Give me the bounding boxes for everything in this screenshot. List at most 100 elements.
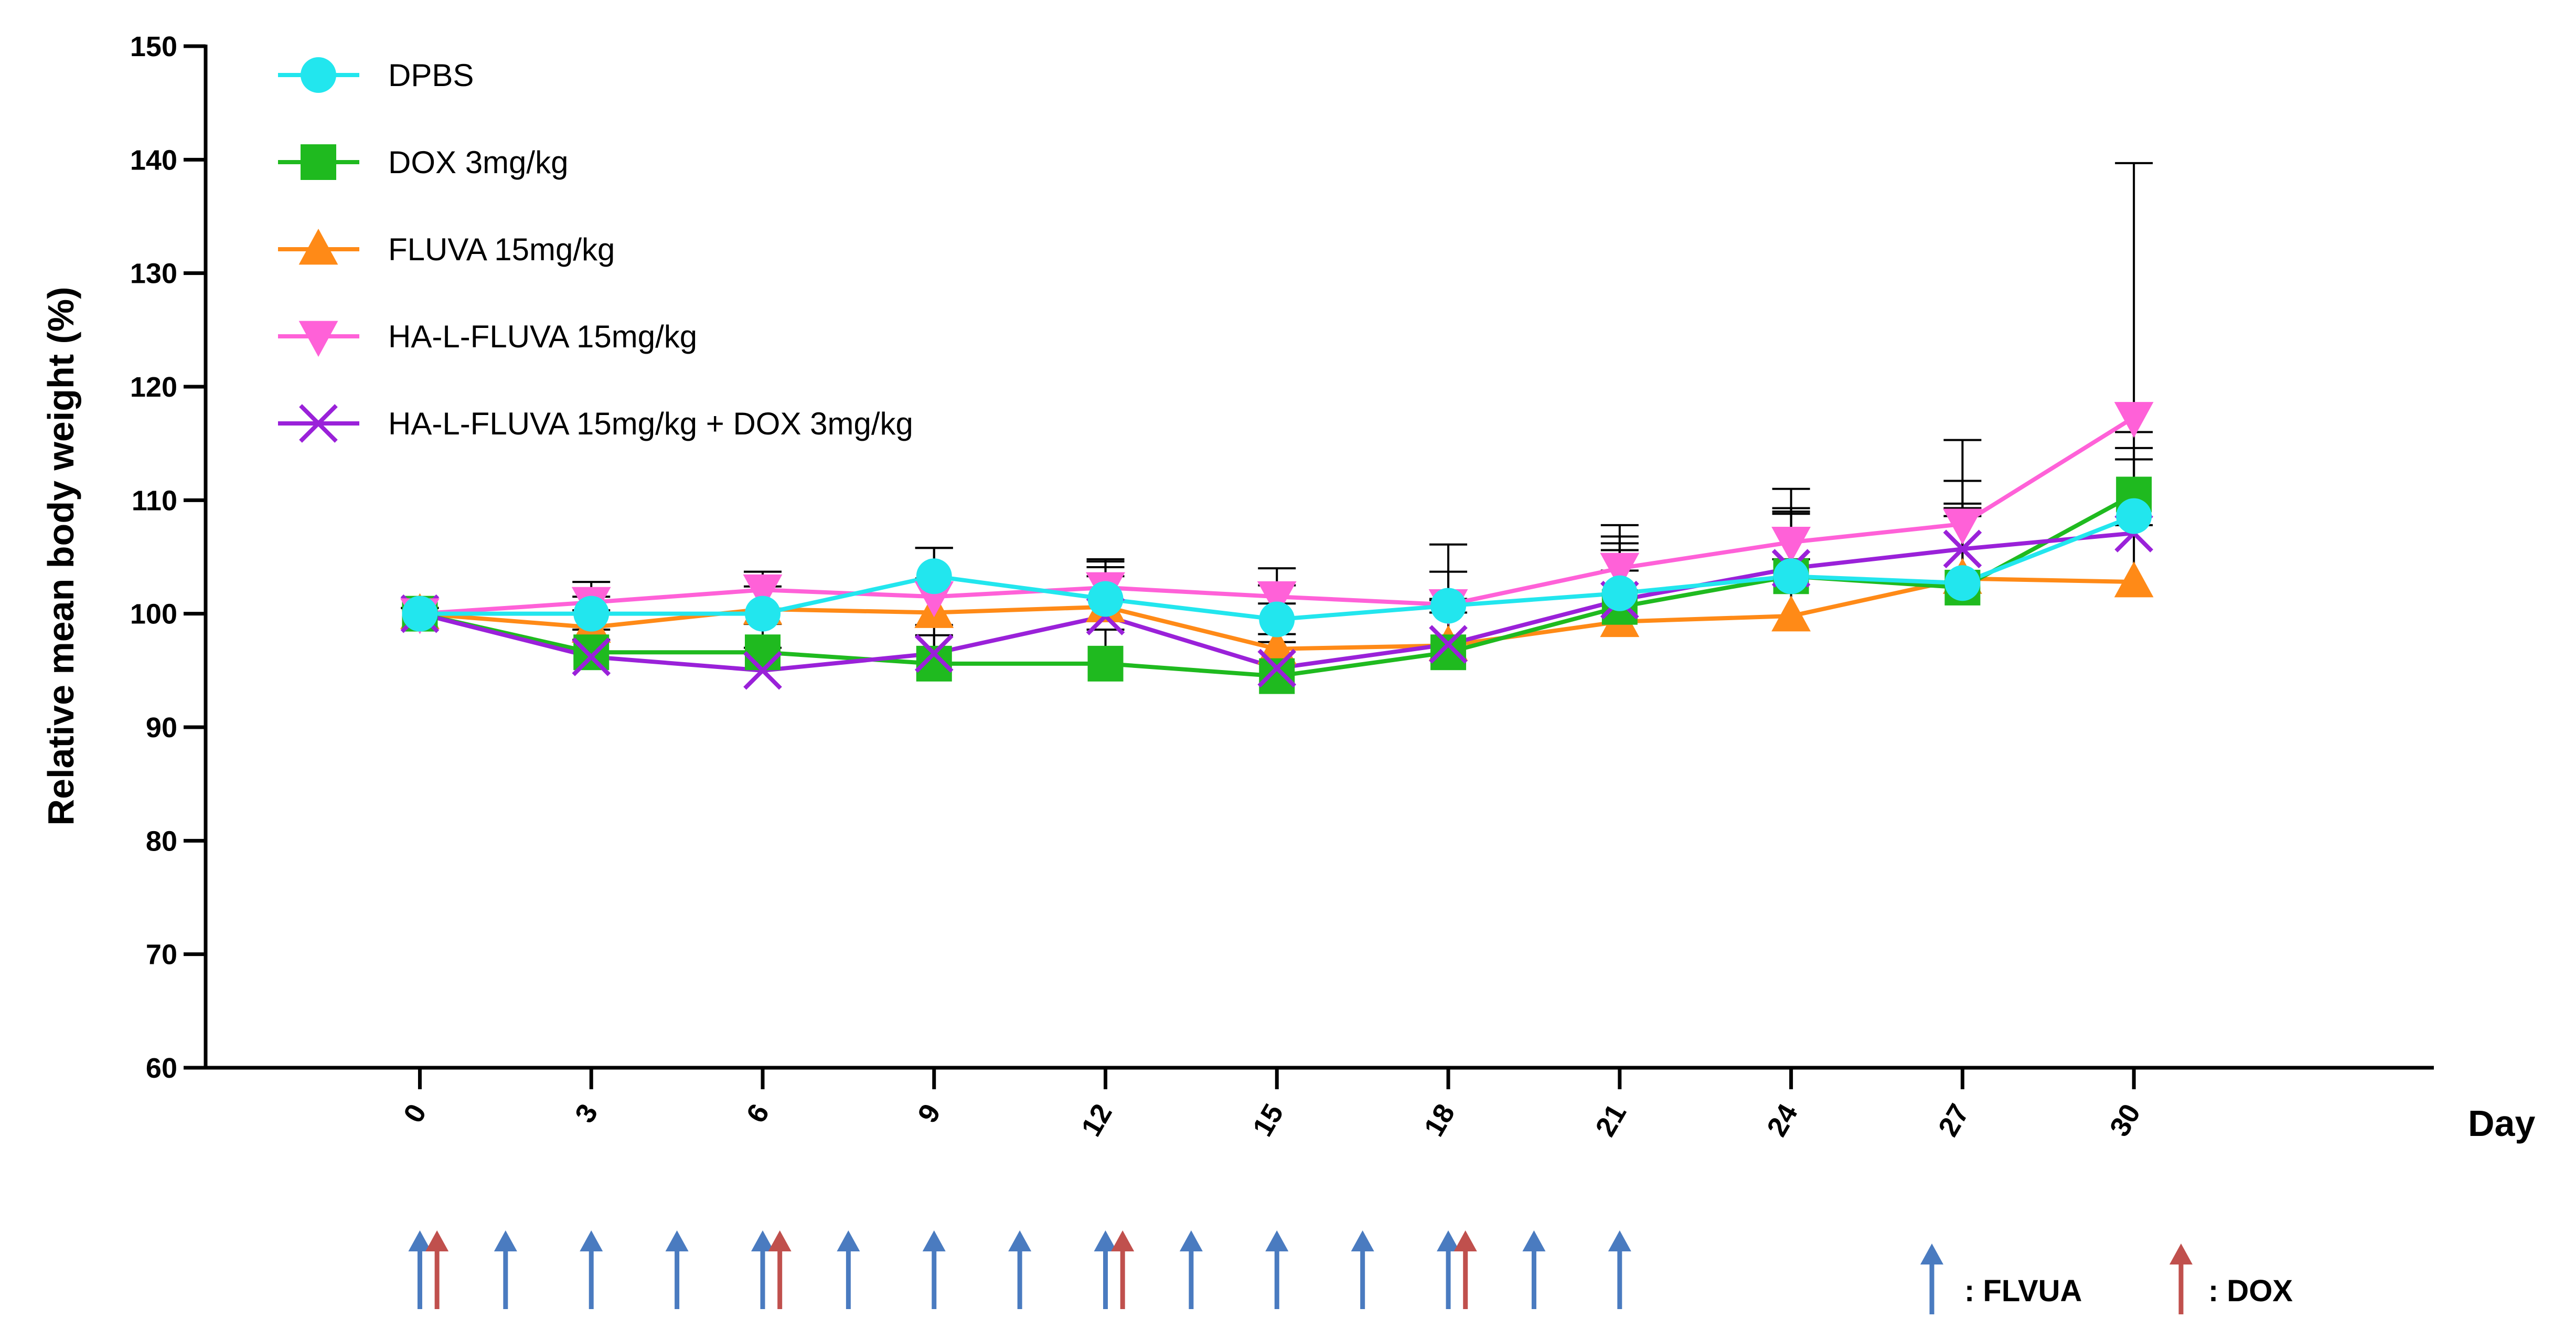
x-tick-label: 27 [1932, 1099, 1975, 1142]
y-tick-label: 140 [130, 144, 177, 176]
fluva-dose-arrow-icon-head [408, 1230, 432, 1251]
data-point-s2 [1771, 595, 1811, 632]
dox-legend-arrow-head [2169, 1244, 2193, 1264]
data-point-s4-stroke [1943, 529, 1982, 569]
data-point-s3 [743, 574, 783, 611]
fluva-dose-arrow-icon-head [1608, 1230, 1631, 1251]
y-tick-label: 70 [146, 939, 177, 971]
y-tick-label: 120 [130, 371, 177, 403]
fluva-dose-arrow-icon [408, 1230, 432, 1309]
fluva-dose-arrow-icon [665, 1230, 689, 1309]
fluva-dose-arrow-icon [580, 1230, 603, 1309]
fluva-dose-arrow-icon [1608, 1230, 1631, 1309]
fluva-dose-arrow-icon-head [922, 1230, 946, 1251]
legend-marker-stroke [299, 404, 338, 443]
x-tick-label: 21 [1589, 1099, 1632, 1142]
data-point-s0 [573, 596, 610, 632]
data-point-s0 [1087, 581, 1124, 617]
x-tick-label: 6 [740, 1099, 775, 1128]
fluva-dose-arrow-icon-head [665, 1230, 689, 1251]
data-point-s0 [1601, 575, 1638, 611]
legend-marker [299, 404, 338, 443]
dox-legend-arrow [2169, 1244, 2193, 1314]
data-point-s1 [1087, 645, 1124, 682]
fluva-dose-arrow-icon [1265, 1230, 1289, 1309]
fluva-dose-arrow-icon-head [837, 1230, 860, 1251]
fluva-dose-arrow-icon-head [1265, 1230, 1289, 1251]
data-point-s3 [1600, 552, 1640, 589]
dox-dose-arrow-icon [425, 1230, 449, 1309]
x-tick-label: 18 [1418, 1099, 1461, 1142]
y-tick-label: 150 [130, 31, 177, 62]
fluva-dose-arrow-icon-head [1179, 1230, 1203, 1251]
x-tick-label: 3 [569, 1099, 604, 1128]
fluva-legend-arrow [1920, 1244, 1943, 1314]
legend: DPBS DOX 3mg/kg FLUVA 15mg/kg HA-L-FLUVA 15… [278, 57, 913, 443]
data-point-s2 [2114, 561, 2154, 598]
dox-legend-label: : DOX [2208, 1274, 2293, 1308]
dox-legend-arrow-icon [2169, 1244, 2193, 1314]
data-point-s0 [916, 558, 952, 594]
data-point-s1 [745, 634, 781, 671]
fluva-dose-arrow-icon [1094, 1230, 1117, 1309]
data-point-s4 [1943, 529, 1982, 569]
y-tick-label: 130 [130, 258, 177, 290]
fluva-dose-arrow-icon [494, 1230, 517, 1309]
data-point-s4-stroke [1429, 625, 1468, 664]
legend-label: HA-L-FLUVA 15mg/kg + DOX 3mg/kg [388, 406, 913, 441]
data-point-s1 [1430, 634, 1467, 671]
fluva-legend-arrow-icon [1920, 1244, 1943, 1314]
data-point-s4 [572, 637, 611, 676]
fluva-dose-arrow-icon-head [1437, 1230, 1460, 1251]
data-point-s3 [2114, 402, 2154, 438]
dosing-legend: : FLVUA : DOX [1920, 1244, 2293, 1314]
data-point-s4-stroke [572, 637, 611, 676]
legend-marker [301, 57, 336, 93]
legend-label: FLUVA 15mg/kg [388, 232, 615, 267]
data-point-s3 [1942, 508, 1982, 545]
data-point-s4-stroke [1257, 649, 1297, 688]
fluva-dose-arrow-icon-head [580, 1230, 603, 1251]
y-tick-label: 100 [130, 599, 177, 630]
y-tick-label: 90 [146, 712, 177, 743]
fluva-legend-arrow-head [1920, 1244, 1943, 1264]
data-point-s0 [2116, 498, 2152, 534]
data-point-s4 [914, 634, 954, 673]
y-axis-title: Relative mean body weight (%) [40, 287, 81, 826]
dox-dose-arrow-icon [1453, 1230, 1477, 1309]
dox-dose-arrow-icon-head [1453, 1230, 1477, 1251]
fluva-legend-label: : FLVUA [1964, 1274, 2082, 1308]
x-tick-label: 0 [398, 1099, 433, 1128]
data-point-s0 [745, 596, 781, 632]
fluva-dose-arrow-icon [1522, 1230, 1546, 1309]
x-tick-label: 12 [1075, 1099, 1118, 1142]
dosing-schedule [408, 1230, 1631, 1309]
data-point-s0 [1944, 565, 1981, 601]
y-tick-label: 60 [146, 1053, 177, 1084]
x-tick-label: 9 [912, 1099, 947, 1128]
y-ticks: 60 70 80 90 100 110 120 130 140 150 [130, 31, 206, 1084]
data-point-s2 [1257, 628, 1297, 665]
fluva-dose-arrow-icon-head [1522, 1230, 1546, 1251]
data-point-s3 [1257, 581, 1297, 618]
dox-dose-arrow-icon-head [425, 1230, 449, 1251]
axes [204, 45, 2434, 1070]
data-point-s0 [1259, 601, 1295, 637]
data-point-s4 [1429, 625, 1468, 664]
data-point-s4 [743, 651, 782, 690]
legend-marker [301, 144, 336, 180]
fluva-dose-arrow-icon-head [1351, 1230, 1374, 1251]
data-point-s3 [1771, 527, 1811, 563]
y-tick-label: 110 [132, 485, 177, 516]
data-point-s0 [402, 596, 438, 632]
x-tick-label: 15 [1247, 1099, 1290, 1142]
data-point-s0 [1773, 558, 1809, 594]
fluva-dose-arrow-icon-head [751, 1230, 774, 1251]
fluva-dose-arrow-icon [1179, 1230, 1203, 1309]
legend-label: DOX 3mg/kg [388, 145, 568, 180]
legend-label: DPBS [388, 58, 474, 93]
data-point-s4-stroke [914, 634, 954, 673]
legend-label: HA-L-FLUVA 15mg/kg [388, 319, 697, 354]
fluva-dose-arrow-icon [751, 1230, 774, 1309]
fluva-dose-arrow-icon [1437, 1230, 1460, 1309]
